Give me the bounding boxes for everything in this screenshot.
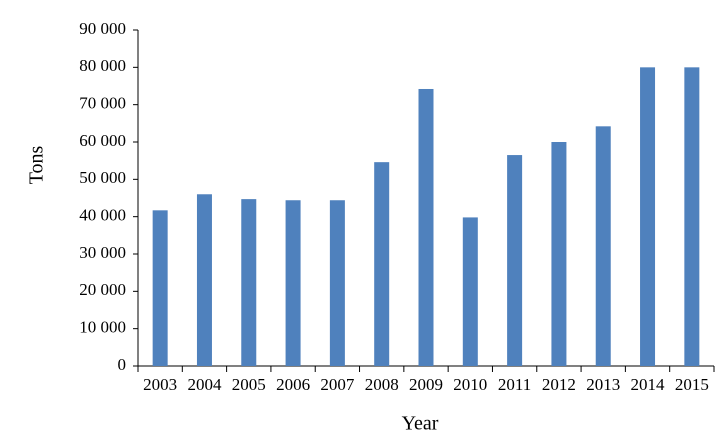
bar-2014 <box>640 67 656 366</box>
x-tick-label: 2012 <box>542 375 576 394</box>
x-axis-label: Year <box>402 413 439 435</box>
bar-2006 <box>285 200 301 366</box>
bar-2011 <box>507 155 523 366</box>
bar-2010 <box>462 217 478 366</box>
bar-2012 <box>551 142 567 366</box>
y-tick-label: 60 000 <box>79 131 126 150</box>
x-tick-label: 2008 <box>365 375 399 394</box>
bar-2007 <box>329 200 345 366</box>
x-tick-label: 2014 <box>631 375 666 394</box>
y-tick-label: 80 000 <box>79 56 126 75</box>
bar-2004 <box>196 194 212 366</box>
x-tick-label: 2007 <box>320 375 355 394</box>
y-tick-label: 30 000 <box>79 243 126 262</box>
x-tick-label: 2011 <box>498 375 531 394</box>
y-tick-label: 0 <box>118 355 127 374</box>
bar-2005 <box>241 199 257 366</box>
bar-2003 <box>152 210 168 366</box>
bar-2013 <box>595 126 611 366</box>
x-tick-label: 2006 <box>276 375 310 394</box>
y-tick-label: 20 000 <box>79 280 126 299</box>
bar-2009 <box>418 88 434 366</box>
plot-area: 0 10 000 20 000 30 000 40 000 50 000 60 000 70 … <box>79 19 715 394</box>
x-tick-label: 2009 <box>409 375 443 394</box>
y-tick-label: 50 000 <box>79 168 126 187</box>
y-tick-label: 70 000 <box>79 94 126 113</box>
y-tick-label: 10 000 <box>79 318 126 337</box>
x-tick-label: 2004 <box>187 375 222 394</box>
y-tick-label: 40 000 <box>79 206 126 225</box>
x-tick-label: 2013 <box>586 375 620 394</box>
x-tick-label: 2005 <box>232 375 266 394</box>
y-axis-label: Tons <box>26 145 48 184</box>
bar-2008 <box>374 162 390 366</box>
x-tick-label: 2010 <box>453 375 487 394</box>
y-tick-label: 90 000 <box>79 19 126 38</box>
x-tick-label: 2015 <box>675 375 709 394</box>
x-tick-label: 2003 <box>143 375 177 394</box>
bar-2015 <box>684 67 700 366</box>
